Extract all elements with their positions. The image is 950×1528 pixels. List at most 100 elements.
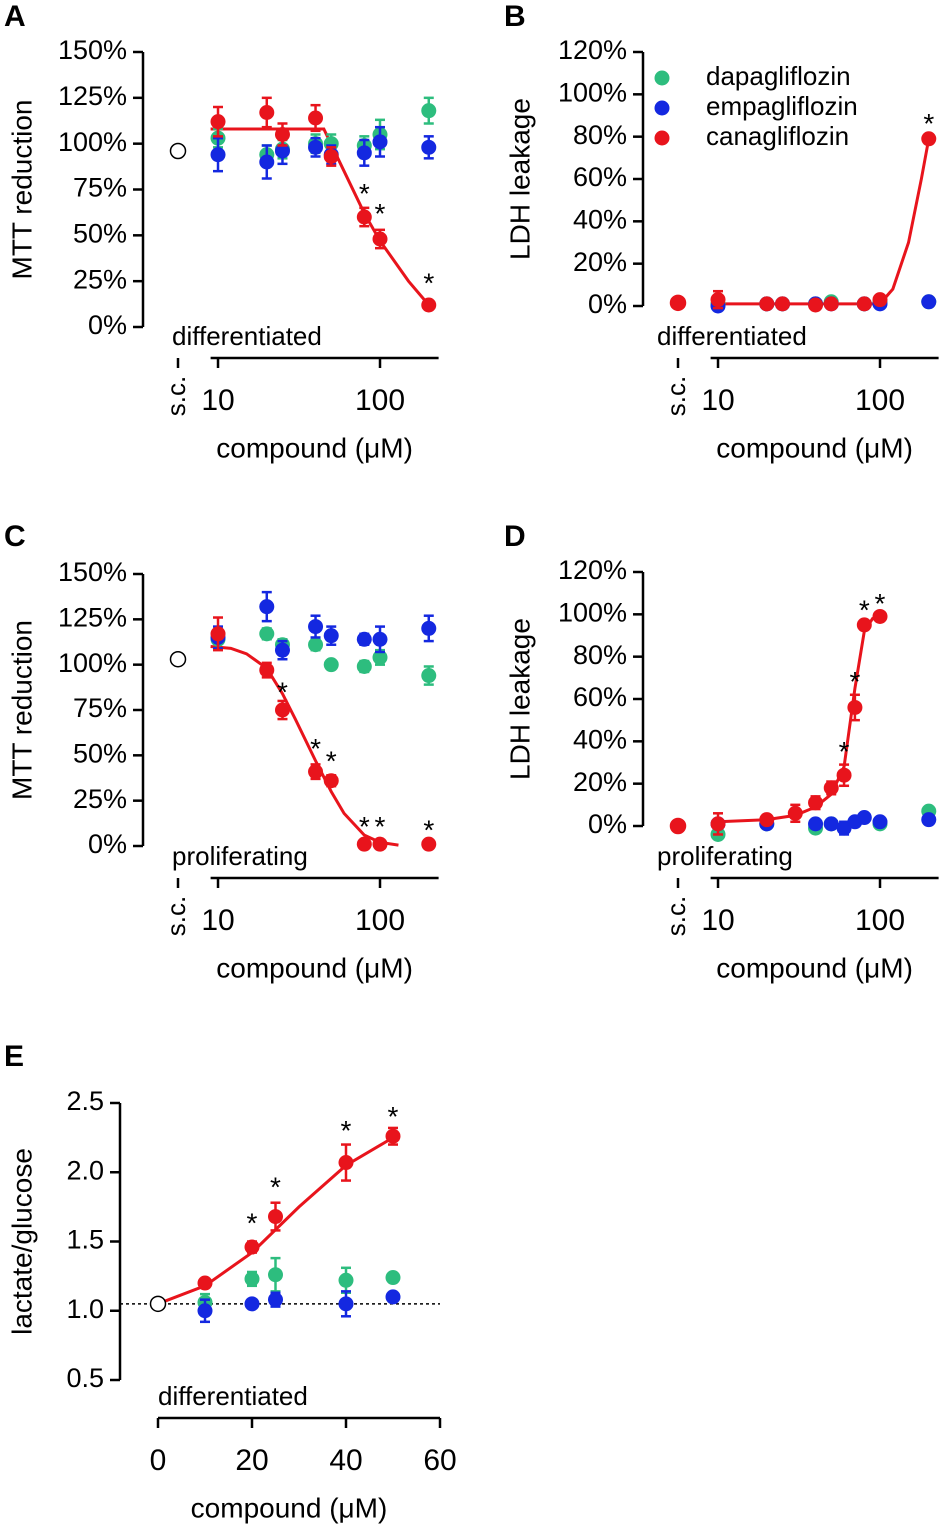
y-tick-label: 40% bbox=[573, 724, 627, 754]
data-point bbox=[197, 1275, 213, 1291]
data-point bbox=[372, 231, 388, 247]
y-axis-title: lactate/glucose bbox=[6, 1148, 37, 1335]
data-point bbox=[356, 836, 372, 852]
y-tick-label: 100% bbox=[58, 127, 127, 157]
data-point bbox=[197, 1303, 213, 1319]
x-tick-label: 10 bbox=[701, 384, 734, 417]
y-tick-label: 0% bbox=[88, 829, 127, 859]
data-point bbox=[356, 145, 372, 161]
data-point bbox=[421, 668, 437, 684]
legend-marker bbox=[654, 130, 670, 146]
y-tick-label: 1.5 bbox=[66, 1225, 104, 1255]
y-tick-label: 50% bbox=[73, 738, 127, 768]
data-point bbox=[856, 296, 872, 312]
x-axis-title: compound (μM) bbox=[716, 952, 913, 983]
data-point bbox=[856, 617, 872, 633]
x-axis-title: compound (μM) bbox=[216, 432, 413, 463]
y-tick-label: 0% bbox=[588, 289, 627, 319]
y-tick-label: 40% bbox=[573, 204, 627, 234]
data-point bbox=[808, 297, 824, 313]
significance-mark: * bbox=[859, 594, 870, 625]
y-tick-label: 80% bbox=[573, 640, 627, 670]
significance-mark: * bbox=[359, 811, 370, 842]
significance-mark: * bbox=[423, 814, 434, 845]
data-point bbox=[372, 631, 388, 647]
control-label: s.c. bbox=[661, 896, 691, 936]
x-axis-title: compound (μM) bbox=[216, 952, 413, 983]
data-point bbox=[323, 149, 339, 164]
data-point bbox=[356, 631, 372, 647]
data-point bbox=[774, 296, 790, 312]
fit-curve bbox=[210, 127, 430, 306]
data-point bbox=[421, 139, 437, 155]
y-tick-label: 120% bbox=[558, 35, 627, 65]
data-point bbox=[921, 294, 937, 310]
data-point bbox=[259, 599, 275, 615]
control-point bbox=[669, 817, 687, 835]
y-tick-label: 100% bbox=[58, 648, 127, 678]
x-axis-title: compound (μM) bbox=[191, 1492, 388, 1523]
data-point bbox=[274, 702, 290, 718]
y-tick-label: 125% bbox=[58, 81, 127, 111]
data-point bbox=[921, 131, 937, 147]
y-tick-label: 20% bbox=[573, 767, 627, 797]
y-tick-label: 50% bbox=[73, 218, 127, 248]
data-point bbox=[836, 820, 852, 836]
y-tick-label: 25% bbox=[73, 264, 127, 294]
condition-note: differentiated bbox=[158, 1381, 308, 1411]
data-point bbox=[274, 642, 290, 658]
significance-mark: * bbox=[277, 677, 288, 708]
x-tick-label: 40 bbox=[329, 1444, 362, 1477]
significance-mark: * bbox=[359, 178, 370, 209]
data-point bbox=[308, 619, 324, 635]
data-point bbox=[356, 658, 372, 674]
data-point bbox=[372, 134, 388, 150]
data-point bbox=[421, 297, 437, 313]
y-tick-label: 150% bbox=[58, 35, 127, 65]
significance-mark: * bbox=[423, 268, 434, 299]
fit-curve bbox=[210, 645, 399, 847]
y-tick-label: 2.0 bbox=[66, 1155, 104, 1185]
panel-label: B bbox=[504, 0, 526, 33]
data-point bbox=[356, 209, 372, 225]
x-axis-title: compound (μM) bbox=[716, 432, 913, 463]
condition-note: differentiated bbox=[172, 321, 322, 351]
data-point bbox=[856, 810, 872, 826]
control-label: s.c. bbox=[161, 376, 191, 416]
significance-mark: * bbox=[849, 666, 860, 697]
legend-label: dapagliflozin bbox=[706, 61, 851, 91]
data-point bbox=[323, 657, 339, 673]
x-tick-label: 100 bbox=[355, 384, 405, 417]
x-tick-label: 100 bbox=[855, 904, 905, 937]
data-point bbox=[921, 812, 937, 828]
y-tick-label: 150% bbox=[58, 557, 127, 587]
legend-label: canagliflozin bbox=[706, 121, 849, 151]
data-point bbox=[385, 1289, 401, 1305]
y-tick-label: 0.5 bbox=[66, 1363, 104, 1393]
data-point bbox=[308, 110, 324, 126]
x-tick-label: 100 bbox=[855, 384, 905, 417]
data-point bbox=[323, 773, 339, 789]
data-point bbox=[421, 836, 437, 852]
data-point bbox=[323, 628, 339, 644]
condition-note: proliferating bbox=[172, 841, 308, 871]
x-tick-label: 100 bbox=[355, 904, 405, 937]
data-point bbox=[259, 105, 275, 120]
y-tick-label: 25% bbox=[73, 784, 127, 814]
data-point bbox=[872, 814, 888, 830]
control-point bbox=[169, 650, 187, 668]
significance-mark: * bbox=[326, 746, 337, 777]
x-tick-label: 20 bbox=[235, 1444, 268, 1477]
legend-marker bbox=[654, 100, 670, 116]
control-point bbox=[669, 294, 687, 312]
significance-mark: * bbox=[375, 198, 386, 229]
control-label: s.c. bbox=[661, 376, 691, 416]
y-tick-label: 0% bbox=[88, 310, 127, 340]
significance-mark: * bbox=[839, 736, 850, 767]
y-tick-label: 60% bbox=[573, 682, 627, 712]
data-point bbox=[787, 805, 803, 821]
data-point bbox=[308, 764, 324, 780]
data-point bbox=[259, 626, 275, 642]
legend-marker bbox=[654, 70, 670, 86]
data-point bbox=[847, 699, 863, 715]
